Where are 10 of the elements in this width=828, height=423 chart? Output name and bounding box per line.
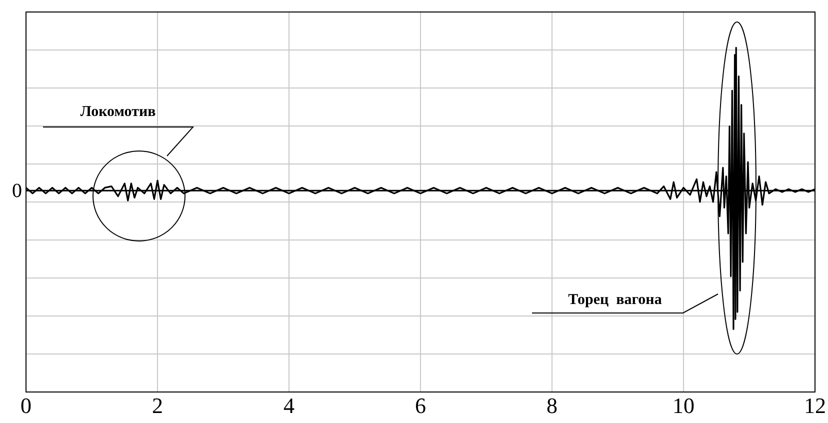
x-tick-label: 12 [804, 392, 826, 418]
x-tick-label: 4 [284, 392, 294, 418]
text: 0 [11, 180, 22, 202]
annotation: Локомотив [79, 104, 157, 121]
x-tick-label: 8 [546, 392, 558, 418]
x-tick-label: 0 [20, 392, 32, 418]
annotation: Торец вагона [567, 292, 663, 309]
x-tick-label: 6 [415, 392, 426, 418]
x-tick-label: 2 [152, 392, 163, 418]
x-tick-label: 10 [672, 392, 694, 418]
